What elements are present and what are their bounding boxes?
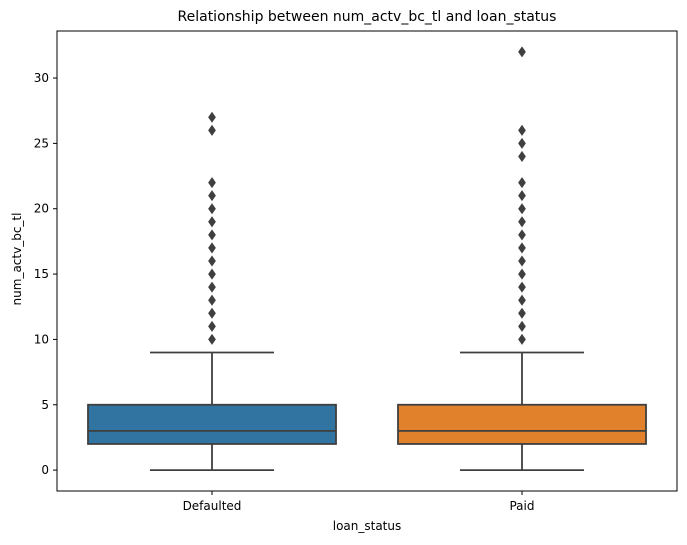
plot-frame xyxy=(56,30,678,492)
y-tick-label: 10 xyxy=(34,332,49,346)
outlier-point xyxy=(518,190,526,202)
plot-area: 0 5 10 15 20 25 30 Defaulted Paid xyxy=(34,46,647,513)
y-tick-label: 5 xyxy=(41,398,49,412)
outlier-point xyxy=(208,320,216,332)
y-tick-label: 0 xyxy=(41,463,49,477)
outlier-point xyxy=(518,137,526,149)
outlier-point xyxy=(518,333,526,345)
outlier-point xyxy=(208,294,216,306)
outlier-point xyxy=(208,255,216,267)
box-paid xyxy=(397,403,647,445)
outlier-point xyxy=(518,229,526,241)
outlier-point xyxy=(518,242,526,254)
outlier-point xyxy=(518,307,526,319)
outlier-point xyxy=(208,111,216,123)
outlier-point xyxy=(518,255,526,267)
x-axis-label: loan_status xyxy=(333,519,402,533)
outlier-point xyxy=(518,281,526,293)
y-tick-label: 20 xyxy=(34,202,49,216)
outlier-point xyxy=(518,124,526,136)
outlier-point xyxy=(518,294,526,306)
outlier-point xyxy=(518,216,526,228)
x-tick-label: Paid xyxy=(509,499,534,513)
chart-title: Relationship between num_actv_bc_tl and … xyxy=(178,9,557,25)
box-defaulted xyxy=(87,403,337,445)
outlier-point xyxy=(518,46,526,58)
outlier-point xyxy=(208,281,216,293)
outlier-point xyxy=(518,203,526,215)
outlier-point xyxy=(518,320,526,332)
outlier-point xyxy=(208,216,216,228)
outlier-point xyxy=(208,229,216,241)
outlier-point xyxy=(208,333,216,345)
y-tick-label: 15 xyxy=(34,267,49,281)
y-axis-label: num_actv_bc_tl xyxy=(10,213,24,306)
outlier-point xyxy=(208,203,216,215)
outlier-point xyxy=(208,268,216,280)
x-tick-label: Defaulted xyxy=(183,499,242,513)
outlier-point xyxy=(518,268,526,280)
y-tick-label: 30 xyxy=(34,71,49,85)
outlier-point xyxy=(208,124,216,136)
outlier-point xyxy=(208,307,216,319)
outlier-point xyxy=(208,242,216,254)
outlier-point xyxy=(208,177,216,189)
outlier-point xyxy=(518,177,526,189)
y-tick-label: 25 xyxy=(34,136,49,150)
outlier-point xyxy=(518,150,526,162)
outlier-point xyxy=(208,190,216,202)
